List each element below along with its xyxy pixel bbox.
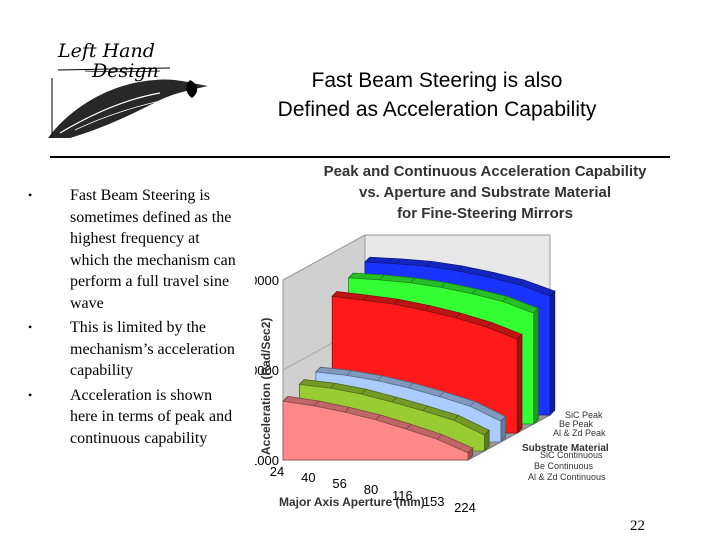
bullet-item: • Acceleration is shown here in terms of … bbox=[28, 385, 240, 450]
logo-text-line1: Left Hand bbox=[58, 40, 155, 62]
page-number: 22 bbox=[630, 518, 645, 534]
y-tick-label: 1000 bbox=[255, 453, 279, 468]
bullet-dot-icon: • bbox=[28, 188, 33, 202]
data-point bbox=[438, 391, 445, 397]
chart-series bbox=[282, 256, 556, 461]
data-point bbox=[410, 277, 416, 284]
series-label: SiC Continuous bbox=[540, 450, 603, 460]
data-point bbox=[516, 334, 523, 340]
y-tick-label: 100000 bbox=[255, 273, 279, 288]
chart-title: Peak and Continuous Acceleration Capabil… bbox=[324, 163, 648, 222]
x-axis-label: Major Axis Aperture (mm) bbox=[279, 495, 425, 509]
chart-title-line: Peak and Continuous Acceleration Capabil… bbox=[324, 163, 648, 180]
bullet-dot-icon: • bbox=[28, 320, 33, 334]
data-point bbox=[457, 265, 463, 272]
data-point bbox=[467, 447, 474, 454]
data-point bbox=[315, 366, 321, 373]
series-label: Be Peak bbox=[559, 419, 594, 429]
data-point bbox=[484, 430, 490, 436]
data-point bbox=[362, 295, 369, 301]
data-point bbox=[426, 261, 432, 267]
data-point bbox=[395, 258, 401, 264]
series-front-face bbox=[282, 400, 469, 461]
data-point bbox=[424, 305, 430, 311]
bullet-dot-icon: • bbox=[28, 387, 33, 402]
data-point bbox=[486, 322, 492, 328]
data-point bbox=[375, 414, 381, 421]
data-point bbox=[408, 382, 414, 389]
x-tick-label: 224 bbox=[454, 500, 476, 515]
data-point bbox=[518, 279, 525, 286]
z-axis-label: Substrate Material bbox=[522, 443, 609, 454]
bullet-text: Fast Beam Steering is sometimes defined … bbox=[70, 187, 236, 312]
bullet-text: Acceleration is shown here in terms of p… bbox=[70, 386, 233, 447]
slide-title: Fast Beam Steering is also Defined as Ac… bbox=[232, 66, 642, 124]
data-point bbox=[346, 370, 352, 376]
data-point bbox=[422, 405, 428, 412]
data-point bbox=[453, 415, 459, 421]
data-point bbox=[360, 388, 367, 395]
series-label: Al & Zd Continuous bbox=[528, 472, 606, 482]
company-logo: Left Hand Design bbox=[40, 38, 220, 148]
data-point bbox=[329, 383, 336, 389]
data-point bbox=[533, 308, 539, 314]
data-point bbox=[502, 296, 508, 302]
x-tick-label: 56 bbox=[332, 476, 346, 491]
slide-title-line2: Defined as Acceleration Capability bbox=[277, 98, 597, 121]
data-point bbox=[471, 288, 477, 295]
data-point bbox=[440, 282, 447, 288]
data-point bbox=[488, 272, 494, 278]
bullet-item: • This is limited by the mechanism’s acce… bbox=[28, 317, 240, 382]
x-tick-label: 24 bbox=[270, 464, 284, 479]
logo-text-line2: Design bbox=[92, 60, 159, 82]
data-point bbox=[391, 396, 397, 403]
data-point bbox=[549, 290, 556, 297]
data-point bbox=[313, 400, 319, 407]
data-point bbox=[500, 416, 506, 422]
data-point bbox=[344, 407, 350, 413]
data-point bbox=[455, 312, 461, 319]
series-label: Be Continuous bbox=[534, 461, 594, 471]
data-point bbox=[348, 272, 354, 279]
series-ribbon bbox=[282, 395, 474, 461]
logo-swoosh-graphic bbox=[48, 67, 208, 138]
x-tick-label: 80 bbox=[364, 482, 378, 497]
chart-title-line: vs. Aperture and Substrate Material bbox=[359, 184, 611, 201]
bullet-item: • Fast Beam Steering is sometimes defined… bbox=[28, 185, 240, 314]
data-point bbox=[406, 424, 412, 430]
data-point bbox=[299, 379, 305, 385]
series-label: Al & Zd Peak bbox=[553, 428, 606, 438]
x-tick-label: 153 bbox=[423, 494, 445, 509]
chart-title-line: for Fine-Steering Mirrors bbox=[397, 205, 573, 222]
title-divider bbox=[50, 156, 670, 158]
data-point bbox=[282, 396, 289, 402]
x-tick-label: 116 bbox=[392, 488, 413, 503]
bullet-text: This is limited by the mechanism’s accel… bbox=[70, 319, 235, 379]
data-point bbox=[436, 434, 443, 440]
data-point bbox=[469, 401, 476, 407]
slide-title-line1: Fast Beam Steering is also bbox=[311, 69, 563, 92]
data-point bbox=[393, 299, 399, 305]
series-end-face bbox=[549, 290, 556, 416]
bullet-list: • Fast Beam Steering is sometimes defined… bbox=[28, 185, 240, 452]
series-end-face bbox=[533, 307, 539, 425]
x-tick-label: 40 bbox=[301, 470, 315, 485]
data-point bbox=[364, 257, 371, 263]
data-point bbox=[377, 375, 383, 381]
chart-svg: Peak and Continuous Acceleration Capabil… bbox=[236, 163, 648, 515]
y-axis-label: Acceleration (Rad/Sec2) bbox=[259, 318, 273, 455]
series-label: SiC Peak bbox=[565, 410, 603, 420]
data-point bbox=[379, 274, 385, 281]
series-end-face bbox=[516, 333, 523, 434]
data-point bbox=[331, 291, 338, 297]
x-tick-labels: 24 40 56 80 116 153 224 bbox=[270, 464, 476, 515]
acceleration-chart: Peak and Continuous Acceleration Capabil… bbox=[236, 160, 675, 520]
